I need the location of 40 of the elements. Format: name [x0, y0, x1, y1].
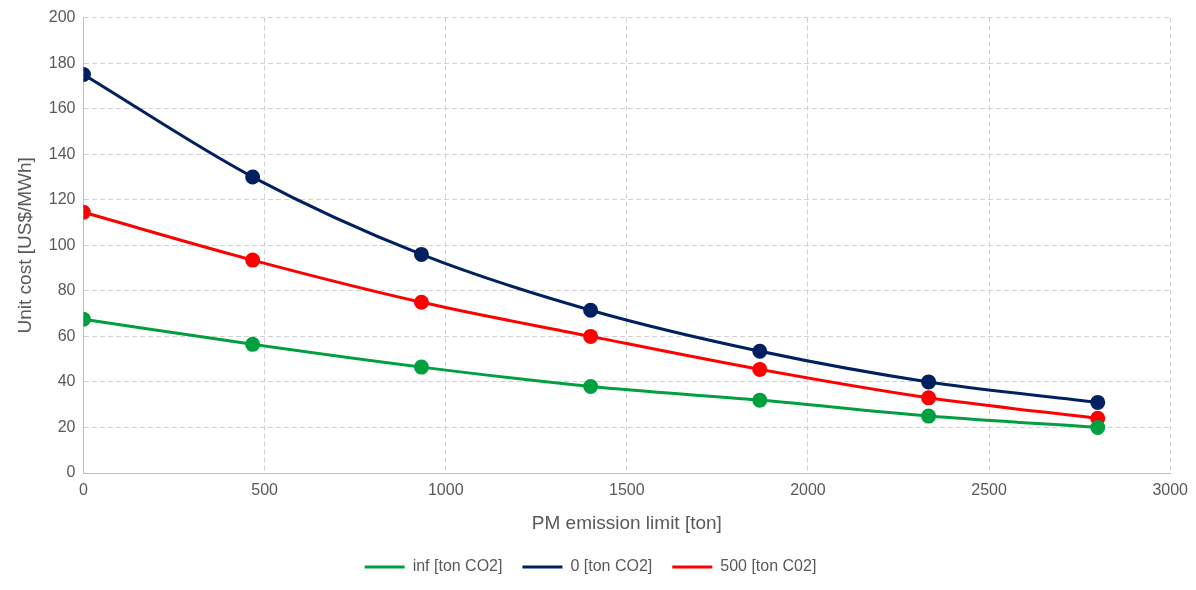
- point: [413, 246, 429, 262]
- point: [583, 328, 599, 344]
- point: [921, 374, 937, 390]
- point: [245, 336, 261, 352]
- point: [1090, 394, 1106, 410]
- y-tick-label: 40: [57, 372, 76, 390]
- point: [752, 343, 768, 359]
- y-tick-label: 100: [48, 235, 76, 253]
- x-tick-label: 1000: [427, 481, 464, 499]
- point: [752, 361, 768, 377]
- point: [1090, 419, 1106, 435]
- x-tick-label: 500: [251, 481, 279, 499]
- x-axis-title: PM emission limit [ton]: [531, 511, 722, 533]
- point: [583, 378, 599, 394]
- point: [413, 359, 429, 375]
- y-tick-label: 0: [66, 463, 76, 481]
- point: [921, 408, 937, 424]
- x-tick-label: 3000: [1152, 481, 1189, 499]
- point: [752, 392, 768, 408]
- x-tick-label: 1500: [609, 481, 645, 499]
- point: [583, 302, 599, 318]
- y-tick-label: 200: [48, 8, 76, 26]
- y-tick-label: 120: [48, 190, 76, 208]
- y-tick-label: 20: [57, 417, 76, 435]
- x-tick-label: 2000: [790, 481, 826, 499]
- y-tick-label: 160: [48, 99, 76, 117]
- legend-label: 500 [ton C02]: [720, 557, 817, 575]
- legend-label: inf [ton CO2]: [412, 557, 503, 575]
- x-tick-label: 2500: [971, 481, 1007, 499]
- y-tick-label: 80: [57, 281, 76, 299]
- x-tick-label: 0: [79, 481, 89, 499]
- y-tick-label: 180: [48, 53, 76, 71]
- legend-label: 0 [ton CO2]: [570, 557, 653, 575]
- y-tick-label: 60: [57, 326, 76, 344]
- y-axis-title: Unit cost [US$/MWh]: [13, 157, 35, 334]
- point: [245, 169, 261, 185]
- point: [245, 252, 261, 268]
- point: [921, 390, 937, 406]
- point: [413, 294, 429, 310]
- y-tick-label: 140: [48, 144, 76, 162]
